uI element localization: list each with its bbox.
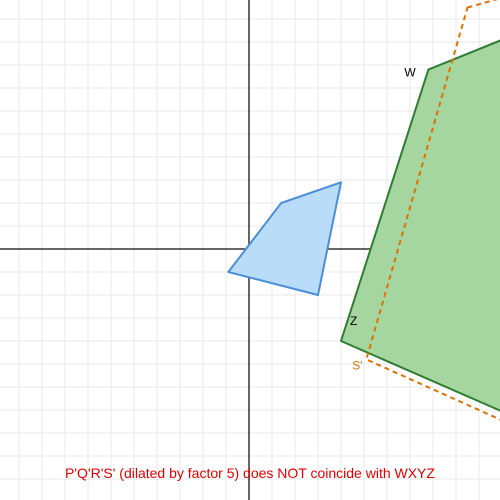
shapes — [227, 0, 500, 421]
vertex-label-z: Z — [350, 314, 357, 328]
conclusion-caption: P'Q'R'S' (dilated by factor 5) does NOT … — [65, 465, 435, 481]
quadrilateral-wxyz — [340, 39, 500, 412]
vertex-label-w: W — [404, 66, 416, 80]
quadrilateral-pqrs — [227, 181, 342, 296]
vertex-label-s-prime: S' — [352, 358, 362, 372]
quadrilateral-pqrs-image — [365, 0, 500, 421]
vertex-labels: WZP'S' — [350, 66, 416, 373]
